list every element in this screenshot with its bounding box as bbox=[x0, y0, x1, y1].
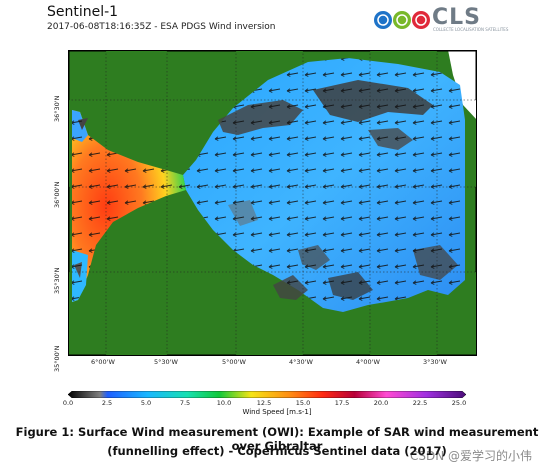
lon-label: 3°30'W bbox=[423, 358, 447, 366]
lon-label: 5°00'W bbox=[222, 358, 246, 366]
colorbar-tick: 22.5 bbox=[412, 399, 428, 407]
lon-label: 5°30'W bbox=[154, 358, 178, 366]
cls-logo-tagline: COLLECTE LOCALISATION SATELLITES bbox=[433, 27, 509, 32]
colorbar-tick: 5.0 bbox=[140, 399, 152, 407]
colorbar-tick: 20.0 bbox=[373, 399, 389, 407]
cls-logo-text: CLS bbox=[432, 5, 482, 30]
graticule bbox=[68, 50, 477, 356]
colorbar-tick: 0.0 bbox=[62, 399, 74, 407]
map-subtitle: 2017-06-08T18:16:35Z - ESA PDGS Wind inv… bbox=[47, 22, 276, 32]
colorbar-tick: 25.0 bbox=[451, 399, 467, 407]
colorbar-tick: 15.0 bbox=[295, 399, 311, 407]
cls-logo: CLS COLLECTE LOCALISATION SATELLITES bbox=[372, 5, 508, 34]
no-data-area bbox=[448, 50, 477, 120]
figure-caption-line2: (funnelling effect) - Copernicus Sentine… bbox=[107, 444, 447, 458]
lat-label: 35°00'N bbox=[53, 345, 61, 372]
lat-label: 35°30'N bbox=[53, 267, 61, 294]
lat-label: 36°30'N bbox=[53, 95, 61, 122]
lon-label: 6°00'W bbox=[91, 358, 115, 366]
wind-speed-colorbar bbox=[68, 391, 466, 398]
watermark: CSDN @爱学习的小伟 bbox=[410, 449, 533, 463]
colorbar-label: Wind Speed [m.s-1] bbox=[242, 408, 312, 416]
lon-label: 4°00'W bbox=[356, 358, 380, 366]
wind-arrows bbox=[183, 58, 465, 312]
colorbar-tick: 2.5 bbox=[101, 399, 113, 407]
cls-logo-icon bbox=[374, 11, 430, 29]
lon-label: 4°30'W bbox=[289, 358, 313, 366]
lat-label: 36°00'N bbox=[53, 181, 61, 208]
map-title: Sentinel-1 bbox=[47, 4, 119, 20]
colorbar-tick: 12.5 bbox=[256, 399, 272, 407]
colorbar-tick: 10.0 bbox=[216, 399, 232, 407]
wind-arrows bbox=[72, 110, 186, 302]
colorbar-tick: 17.5 bbox=[334, 399, 350, 407]
wind-map bbox=[68, 50, 477, 356]
figure-caption-line1: Figure 1: Surface Wind measurement (OWI)… bbox=[15, 425, 539, 453]
colorbar-tick: 7.5 bbox=[179, 399, 191, 407]
